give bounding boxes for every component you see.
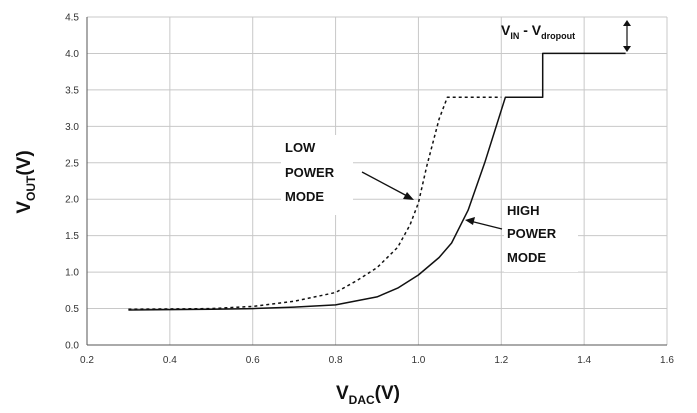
- high-power-line-1: HIGH: [507, 203, 540, 218]
- x-tick-label: 1.0: [411, 355, 425, 366]
- dropout-v-in-sub: IN: [510, 31, 519, 41]
- y-tick-label: 3.5: [65, 85, 79, 96]
- y-tick-label: 4.0: [65, 49, 79, 60]
- x-tick-label: 1.6: [660, 355, 674, 366]
- x-tick-label: 0.8: [329, 355, 343, 366]
- dropout-arrow-icon: [623, 20, 631, 52]
- x-axis-sub: DAC: [349, 393, 375, 407]
- dropout-label: VIN - Vdropout: [501, 22, 575, 41]
- grid: [86, 16, 668, 346]
- dropout-v-in: V: [501, 22, 511, 38]
- y-axis-main: V: [14, 201, 35, 214]
- tick-labels: 0.0 0.5 1.0 1.5 2.0 2.5 3.0 3.5 4.0 4.5 0.2 0.4 0.6 0…: [65, 13, 674, 367]
- high-power-label: HIGH POWER MODE: [507, 203, 560, 265]
- high-power-line-2: POWER: [507, 226, 557, 241]
- high-power-arrow-icon: [465, 217, 503, 230]
- x-axis-main: V: [336, 383, 349, 404]
- dropout-v-drop: V: [532, 22, 542, 38]
- low-power-arrow-icon: [361, 171, 414, 200]
- dropout-v-drop-sub: dropout: [541, 31, 575, 41]
- x-tick-label: 0.6: [246, 355, 260, 366]
- y-axis-title: VOUT(V): [14, 150, 38, 213]
- low-power-label: LOW POWER MODE: [285, 140, 338, 204]
- low-power-label-bg: [281, 135, 353, 215]
- x-axis-title: VDAC(V): [336, 383, 400, 407]
- y-axis-unit: (V): [14, 150, 35, 175]
- y-tick-label: 4.5: [65, 13, 79, 24]
- low-power-line-2: POWER: [285, 165, 335, 180]
- low-power-series-line: [128, 96, 502, 311]
- y-tick-label: 1.0: [65, 268, 79, 279]
- series: [128, 52, 626, 311]
- high-power-line-3: MODE: [507, 250, 546, 265]
- dropout-sep: -: [519, 22, 531, 38]
- x-tick-label: 1.2: [494, 355, 508, 366]
- y-tick-label: 2.0: [65, 195, 79, 206]
- y-tick-label: 0.5: [65, 304, 79, 315]
- high-power-label-bg: [504, 206, 578, 272]
- y-tick-label: 2.5: [65, 158, 79, 169]
- y-tick-label: 0.0: [65, 341, 79, 352]
- x-tick-label: 1.4: [577, 355, 591, 366]
- y-tick-label: 1.5: [65, 231, 79, 242]
- x-axis-unit: (V): [375, 383, 400, 404]
- y-tick-label: 3.0: [65, 122, 79, 133]
- x-tick-label: 0.2: [80, 355, 94, 366]
- high-power-series-line: [128, 52, 626, 311]
- x-tick-label: 0.4: [163, 355, 177, 366]
- low-power-line-1: LOW: [285, 140, 316, 155]
- y-axis-sub: OUT: [24, 175, 38, 201]
- low-power-line-3: MODE: [285, 189, 324, 204]
